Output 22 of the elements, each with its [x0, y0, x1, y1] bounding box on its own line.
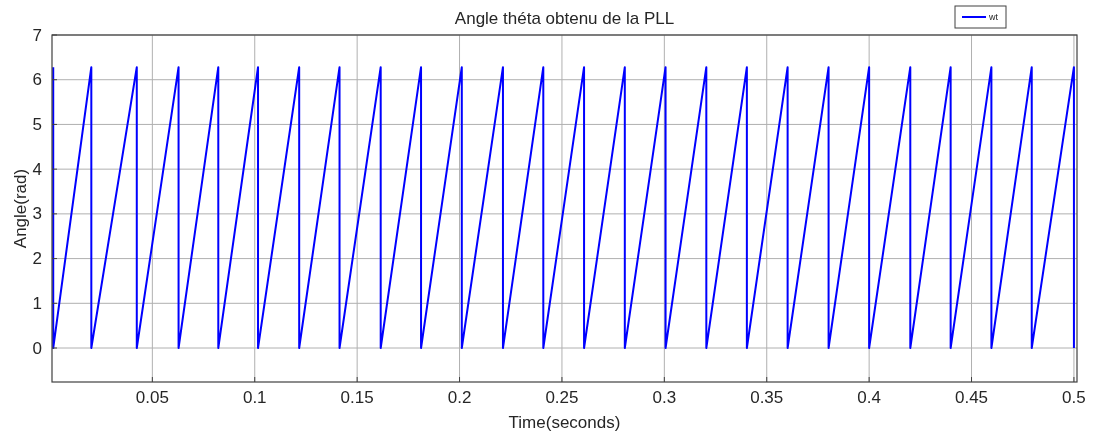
x-tick-label: 0.15 [340, 388, 374, 407]
y-tick-label: 1 [32, 293, 42, 313]
chart-title: Angle théta obtenu de la PLL [454, 9, 675, 28]
y-tick-label: 5 [32, 114, 42, 134]
x-tick-label: 0.05 [135, 388, 169, 407]
y-tick-label: 7 [32, 25, 42, 45]
legend-label: wt [988, 12, 999, 22]
y-tick-label: 4 [32, 159, 42, 179]
x-tick-label: 0.35 [750, 388, 784, 407]
x-tick-label: 0.4 [857, 388, 881, 407]
x-tick-label: 0.25 [545, 388, 579, 407]
x-tick-label: 0.1 [242, 388, 267, 407]
x-axis-title: Time(seconds) [508, 413, 621, 432]
y-tick-label: 2 [32, 249, 42, 269]
y-tick-label: 6 [32, 70, 42, 90]
x-tick-label: 0.5 [1062, 388, 1086, 407]
x-tick-label: 0.3 [652, 388, 677, 407]
y-tick-label: 3 [32, 204, 42, 224]
y-tick-label: 0 [32, 338, 42, 358]
y-axis-title: Angle(rad) [11, 168, 30, 249]
x-tick-label: 0.45 [954, 388, 989, 407]
x-tick-label: 0.2 [447, 388, 472, 407]
